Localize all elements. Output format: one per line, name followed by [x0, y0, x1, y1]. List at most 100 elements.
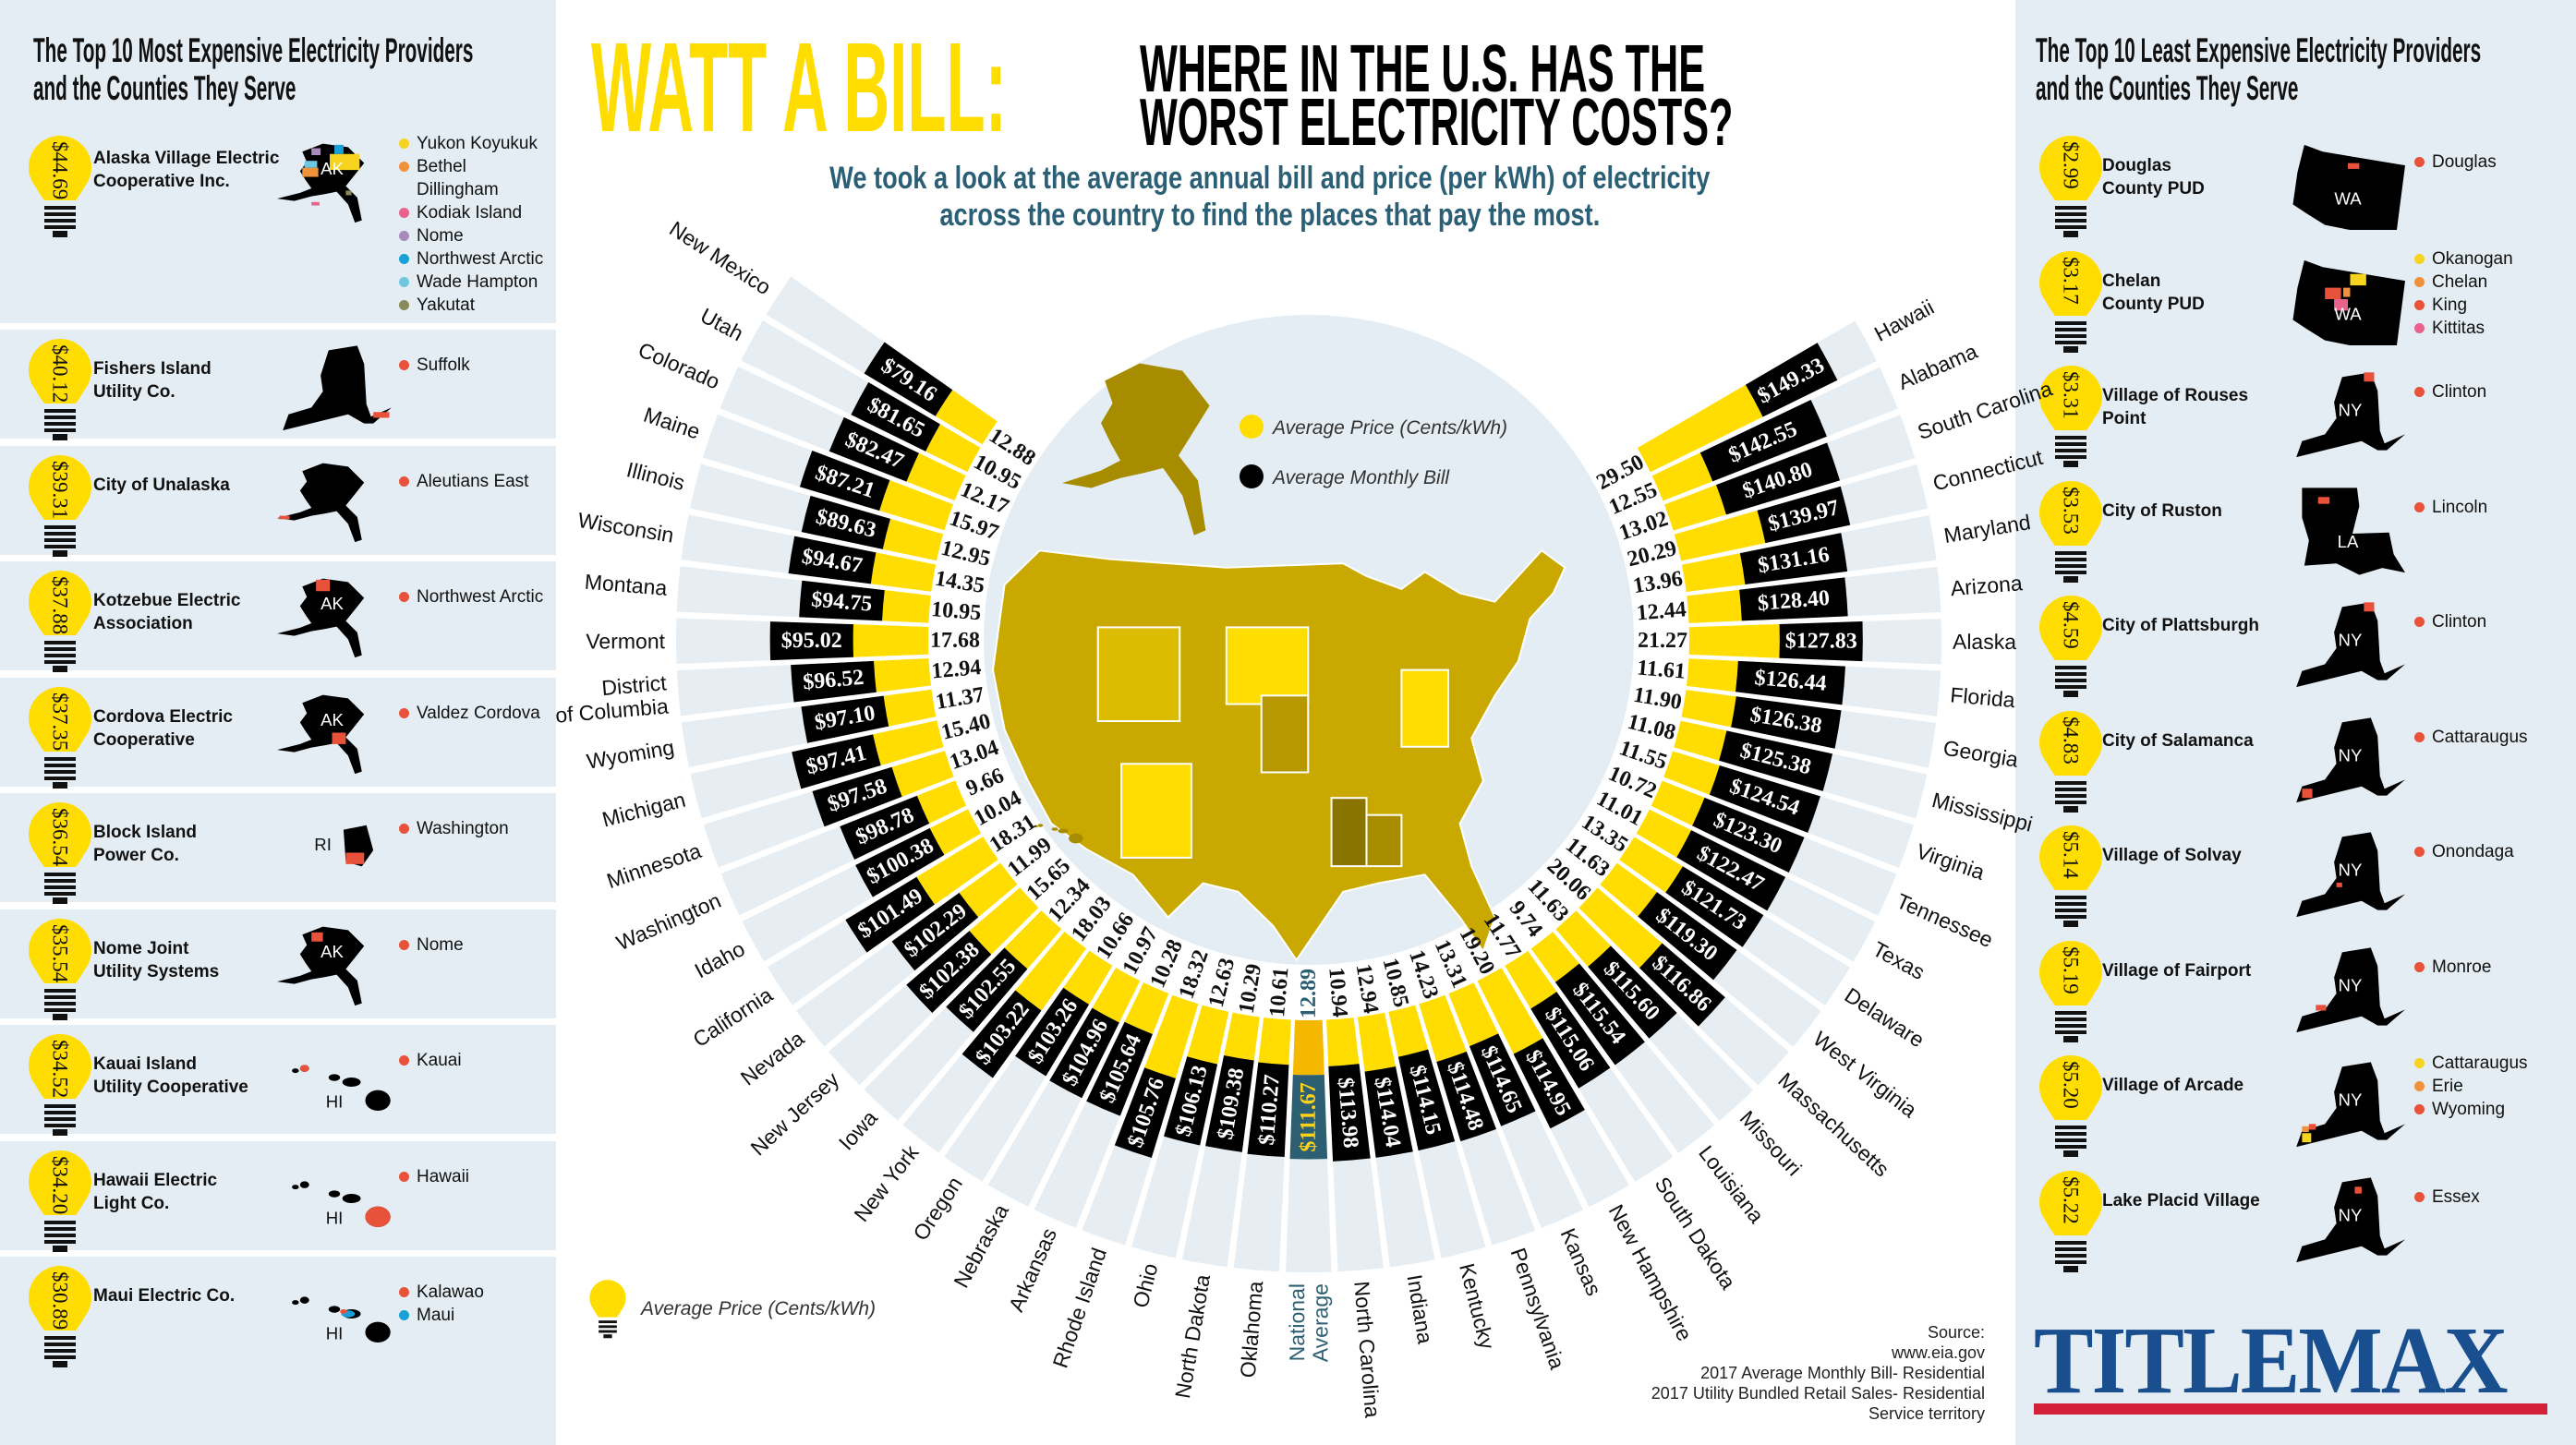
county-list: Lincoln: [2414, 496, 2487, 519]
panel-header-bg: [0, 0, 556, 126]
price-bar-florida: [1686, 658, 1738, 692]
wedge-bg-louisiana: [1615, 1042, 1715, 1153]
county-item: Lincoln: [2414, 496, 2487, 519]
provider-price: $3.17: [2060, 257, 2083, 305]
county-name: Kittitas: [2432, 318, 2485, 338]
provider-price: $35.54: [49, 924, 72, 983]
provider-price: $36.54: [49, 808, 72, 867]
state-label-hawaii: Hawaii: [1870, 295, 1938, 346]
state-label-utah: Utah: [696, 303, 747, 345]
state-map-ak: AK: [277, 926, 365, 1005]
county-name: Wade Hampton: [417, 272, 538, 292]
wedge-bg-montana: [676, 566, 803, 618]
most-expensive-panel: The Top 10 Most Expensive Electricity Pr…: [0, 0, 556, 1445]
wedge-bg-wyoming: [681, 706, 808, 768]
county-name: Chelan: [2432, 271, 2488, 292]
bill-bar-arkansas: [1086, 1021, 1153, 1116]
lightbulb-icon: $5.20: [2039, 1055, 2102, 1157]
price-bar-west-virginia: [1600, 862, 1657, 917]
price-bar-ohio: [1187, 1005, 1229, 1065]
bill-bar-illinois: [801, 495, 891, 549]
state-map-label: NY: [2339, 860, 2363, 879]
provider-name-line: Village of Rouses: [2102, 386, 2249, 405]
wedge-bg-iowa: [864, 1006, 974, 1121]
price-bar-kansas: [1448, 982, 1499, 1047]
lightbulb-icon: $5.14: [2039, 825, 2102, 927]
price-bar-mississippi: [1674, 720, 1727, 761]
state-map-ny: NY: [2296, 946, 2405, 1032]
state-map-ny: NY: [2296, 832, 2405, 918]
bill-bar-montana: [799, 580, 885, 621]
provider-name: Village of Rouses Point: [2102, 384, 2248, 430]
county-color-dot: [399, 277, 409, 287]
state-label-texas: Texas: [1869, 936, 1929, 984]
wedge-bg-mississippi: [1822, 753, 1928, 819]
us-state-region: [1400, 668, 1449, 748]
county-item: Okanogan: [2414, 247, 2513, 271]
bill-bar-new-hampshire: [1513, 1038, 1585, 1129]
price-bar-north-dakota: [1224, 1012, 1260, 1061]
provider-name-line: Block Island: [93, 823, 197, 842]
provider-row: $4.83 City of Salamanca NY Cattaraugus: [2015, 701, 2576, 813]
county-color-dot: [2414, 387, 2425, 397]
bill-bar-texas: [1676, 830, 1786, 911]
price-bar-louisiana: [1530, 932, 1579, 982]
price-bar-minnesota: [891, 751, 954, 797]
county-name: Wyoming: [2432, 1100, 2506, 1119]
lightbulb-icon: $3.53: [2039, 480, 2102, 583]
provider-name-line: Kotzebue Electric: [93, 591, 241, 610]
price-bar-texas: [1636, 809, 1692, 858]
county-name: Valdez Cordova: [417, 703, 540, 723]
provider-name: Village of Solvay: [2102, 844, 2242, 867]
bill-label-national-average: $111.67: [1297, 1082, 1321, 1151]
subtitle-line-1: We took a look at the average annual bil…: [0, 161, 2558, 197]
provider-price: $5.19: [2060, 946, 2083, 994]
price-bar-alabama: [1651, 452, 1713, 501]
county-item: Kittitas: [2414, 317, 2513, 340]
source-note: Source: www.eia.gov 2017 Average Monthly…: [1651, 1322, 1985, 1424]
county-name: Bethel Dillingham: [417, 157, 499, 199]
county-color-dot: [2414, 157, 2425, 167]
state-map-label: NY: [2339, 630, 2363, 649]
provider-name: Douglas County PUD: [2102, 154, 2205, 200]
bill-bar-wyoming: [801, 695, 889, 743]
county-color-dot: [399, 1310, 409, 1320]
title-line: The Top 10 Most Expensive Electricity Pr…: [33, 31, 474, 69]
state-map-label: LA: [2338, 531, 2359, 550]
provider-row: $5.19 Village of Fairport NY Monroe: [2015, 931, 2576, 1042]
wedge-bg-new-jersey: [828, 984, 933, 1086]
source-line: www.eia.gov: [1891, 1343, 1985, 1362]
state-label-north-carolina: North Carolina: [1349, 1281, 1385, 1419]
wedge-bg-alaska: [1862, 619, 1941, 665]
bill-bar-ohio: [1164, 1056, 1218, 1146]
price-bar-california: [916, 837, 998, 905]
bill-bar-florida: [1735, 660, 1845, 705]
state-label-arizona: Arizona: [1950, 571, 2024, 600]
provider-name-line: Maui Electric Co.: [93, 1286, 236, 1306]
state-map-label: NY: [2339, 1090, 2363, 1109]
provider-row: $3.53 City of Ruston LA Lincoln: [2015, 471, 2576, 583]
provider-row: $5.14 Village of Solvay NY Onondaga: [2015, 816, 2576, 927]
price-label-wyoming: 11.37: [934, 683, 986, 715]
county-color-dot: [2414, 1104, 2425, 1114]
price-bar-national-average: [1292, 1019, 1324, 1076]
county-item: Monroe: [2414, 956, 2491, 979]
state-map-label: AK: [320, 710, 344, 729]
county-name: Northwest Arctic: [417, 587, 544, 607]
lightbulb-icon: $2.99: [2039, 136, 2102, 237]
state-label-georgia: Georgia: [1941, 736, 2020, 772]
county-list: Douglas: [2414, 151, 2497, 174]
county-color-dot: [399, 1287, 409, 1297]
price-bar-massachusetts: [1578, 887, 1663, 969]
provider-price: $37.35: [49, 692, 72, 751]
state-label-mississippi: Mississippi: [1929, 788, 2035, 837]
provider-row: $5.22 Lake Placid Village NY Essex: [2015, 1161, 2576, 1272]
county-item: King: [2414, 294, 2513, 317]
price-label-north-carolina: 10.94: [1324, 967, 1351, 1018]
legend-price-label: Average Price (Cents/kWh): [1271, 417, 1507, 439]
county-name: Clinton: [2432, 612, 2487, 632]
provider-name-line: Hawaii Electric: [93, 1170, 218, 1190]
provider-name: City of Plattsburgh: [2102, 614, 2259, 637]
provider-row: $30.89 Maui Electric Co. HI Kalawao Maui: [0, 1257, 556, 1445]
provider-row: $3.31 Village of Rouses Point NY Clinton: [2015, 356, 2576, 467]
